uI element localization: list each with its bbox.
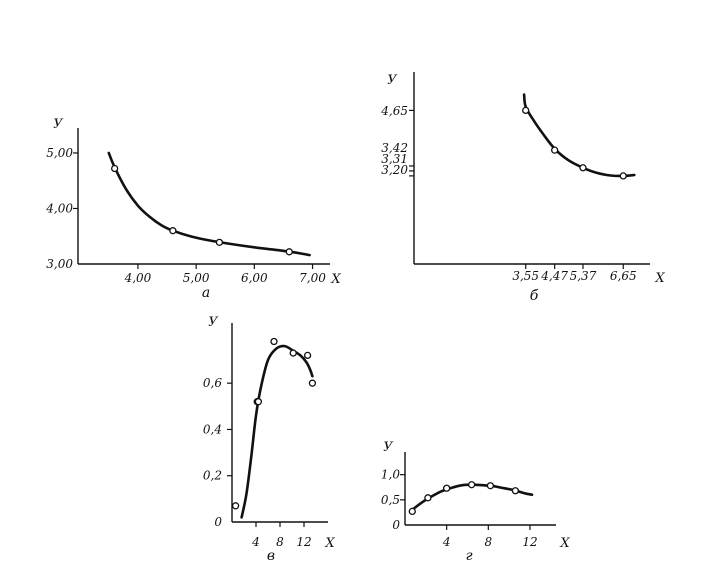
data-point xyxy=(424,494,432,502)
chart-panel-b: 3,203,313,42 4,65 3,55 4,47 5,37 6,65 У Xб xyxy=(380,72,665,304)
series-line xyxy=(107,151,311,257)
series-line xyxy=(522,93,636,178)
x-tick-label: 5,37 xyxy=(570,269,597,283)
data-point xyxy=(231,502,240,510)
panel-label: в xyxy=(267,548,275,564)
data-point xyxy=(486,482,495,490)
data-point xyxy=(303,351,312,360)
data-point xyxy=(467,481,476,489)
x-tick-label: 4,47 xyxy=(540,269,568,283)
x-axis-label: X xyxy=(559,536,570,551)
y-tick-label: 0,4 xyxy=(203,422,222,436)
x-axis-label: X xyxy=(330,272,341,287)
x-tick-label: 7,00 xyxy=(299,271,326,285)
data-point xyxy=(270,337,278,346)
data-point xyxy=(408,507,416,516)
chart-panel-v: 0 0,2 0,4 0,6 4 8 12 У Xв xyxy=(203,315,335,564)
x-tick-label: 4 xyxy=(442,535,451,549)
x-tick-label: 12 xyxy=(296,535,311,549)
data-point xyxy=(308,379,317,387)
x-tick-label: 12 xyxy=(522,535,537,549)
data-point xyxy=(215,238,224,247)
y-tick-label: 0 xyxy=(392,518,400,532)
series-line xyxy=(240,344,314,519)
x-tick-label: 4,00 xyxy=(124,271,152,285)
y-axis-label: У xyxy=(53,117,64,132)
panel-label: б xyxy=(530,288,539,304)
data-point xyxy=(111,164,119,173)
x-axis-label: X xyxy=(324,536,335,551)
data-point xyxy=(511,487,520,495)
y-tick-label: 4,00 xyxy=(45,201,73,215)
data-point xyxy=(551,146,559,154)
x-tick-label: 4 xyxy=(251,535,260,549)
data-point xyxy=(285,248,293,256)
y-tick-label: 3,31 xyxy=(381,152,408,166)
x-tick-label: 5,00 xyxy=(183,271,210,285)
panel-label: г xyxy=(465,548,472,564)
y-tick-label: 3,42 xyxy=(381,141,408,155)
y-tick-label: 1,0 xyxy=(381,468,400,482)
data-point xyxy=(522,106,530,115)
panel-label: а xyxy=(202,285,210,301)
y-axis-label: У xyxy=(383,440,394,455)
x-axis-label: X xyxy=(654,271,665,286)
y-axis-label: У xyxy=(387,73,398,88)
chart-panel-a: 3,00 4,00 5,00 4,00 5,00 6,00 7,00 У Xа xyxy=(45,117,341,301)
y-axis-label: У xyxy=(208,315,219,330)
data-point xyxy=(289,349,297,357)
data-point xyxy=(579,164,587,172)
y-tick-label: 0,5 xyxy=(381,493,400,507)
data-point xyxy=(254,398,263,406)
y-tick-label: 3,20 xyxy=(381,163,408,177)
data-point xyxy=(619,172,627,180)
y-tick-label: 0 xyxy=(214,515,222,529)
x-tick-label: 8 xyxy=(276,535,284,549)
y-tick-label: 5,00 xyxy=(46,146,73,160)
x-tick-label: 3,55 xyxy=(512,269,539,283)
y-tick-label: 0,6 xyxy=(203,376,222,390)
chart-panel-g: 0 0,5 1,0 4 8 12 У Xг xyxy=(381,440,570,564)
x-tick-label: 8 xyxy=(484,535,492,549)
y-tick-label: 0,2 xyxy=(203,469,222,483)
x-tick-label: 6,00 xyxy=(241,271,268,285)
y-tick-label: 4,65 xyxy=(380,104,408,118)
x-tick-label: 6,65 xyxy=(610,269,637,283)
data-point xyxy=(443,484,451,492)
data-point xyxy=(169,227,177,235)
y-tick-label: 3,00 xyxy=(46,257,73,271)
